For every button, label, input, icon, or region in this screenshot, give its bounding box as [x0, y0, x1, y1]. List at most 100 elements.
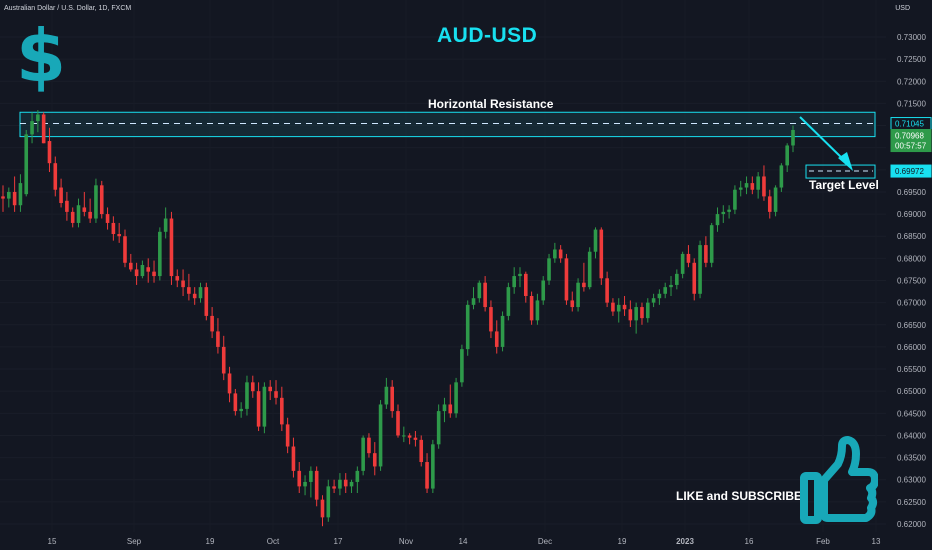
price-label: 0.69972: [895, 167, 924, 176]
candle-body: [750, 183, 755, 190]
candle-body: [494, 331, 499, 347]
candle-body: [523, 273, 528, 296]
price-axis[interactable]: 0.730000.725000.720000.715000.710000.705…: [890, 33, 932, 529]
candle-body: [634, 307, 638, 321]
candle-body: [425, 462, 429, 489]
candle-body: [76, 205, 81, 223]
candle-body: [413, 437, 418, 440]
candle-body: [117, 234, 121, 237]
candle-body: [210, 315, 214, 332]
resistance-label: Horizontal Resistance: [428, 97, 554, 111]
candle-body: [576, 282, 580, 308]
candle-body: [419, 439, 424, 463]
candle-body: [448, 404, 453, 414]
candle-body: [12, 191, 17, 206]
candle-body: [221, 346, 226, 374]
candle-body: [128, 262, 133, 270]
y-tick-label: 0.67500: [897, 277, 926, 286]
y-tick-label: 0.64500: [897, 409, 926, 418]
candle-body: [791, 129, 795, 146]
candle-body: [192, 293, 197, 299]
candle-body: [367, 437, 371, 454]
candle-body: [146, 267, 151, 272]
candle-body: [518, 273, 522, 277]
candle-body: [343, 479, 348, 487]
candle-body: [686, 253, 691, 263]
candle-body: [384, 386, 389, 405]
candle-body: [489, 307, 493, 332]
candle-body: [18, 183, 23, 206]
candle-body: [140, 265, 145, 277]
candle-body: [152, 271, 156, 277]
y-tick-label: 0.65500: [897, 365, 926, 374]
candle-body: [59, 187, 63, 204]
candle-body: [529, 295, 534, 321]
y-tick-label: 0.66500: [897, 321, 926, 330]
candle-body: [663, 287, 668, 294]
candle-body: [657, 293, 662, 299]
resistance-zone: [19, 111, 876, 138]
candle-body: [245, 382, 249, 409]
candle-body: [680, 253, 685, 274]
candle-body: [70, 211, 75, 223]
candle-body: [541, 280, 546, 301]
candle-body: [30, 121, 34, 135]
candle-body: [785, 145, 789, 166]
candle-body: [622, 304, 627, 310]
x-tick-label: Sep: [127, 537, 142, 546]
candle-body: [547, 258, 551, 281]
candle-body: [361, 437, 365, 471]
candle-body: [233, 393, 238, 412]
price-label-box: [890, 139, 932, 153]
candle-body: [460, 349, 464, 383]
candle-body: [727, 209, 731, 212]
candle-body: [47, 141, 52, 164]
dollar-sign-icon: $: [16, 14, 67, 98]
price-label-box: [890, 164, 932, 178]
candle-body: [239, 408, 243, 412]
candle-body: [268, 386, 273, 392]
candle-body: [36, 114, 40, 122]
candle-body: [320, 499, 325, 518]
candle-body: [570, 300, 575, 308]
candle-body: [65, 200, 69, 212]
candle-body: [285, 424, 290, 447]
candle-body: [297, 470, 302, 487]
candle-body: [41, 114, 46, 144]
candle-body: [582, 282, 586, 288]
x-tick-label: Nov: [399, 537, 413, 546]
candle-body: [442, 404, 447, 412]
candle-body: [123, 236, 127, 263]
candle-body: [651, 298, 656, 303]
time-axis[interactable]: 15 Sep 19 Oct 17 Nov 14 Dec 19 2023 16 Feb 13: [48, 537, 881, 546]
x-tick-label: 17: [334, 537, 343, 546]
x-tick-label: 14: [459, 537, 468, 546]
x-tick-label: 19: [618, 537, 627, 546]
target-zone: [805, 164, 876, 179]
candle-body: [645, 302, 650, 319]
candle-body: [227, 373, 232, 394]
symbol-info[interactable]: Australian Dollar / U.S. Dollar, 1D, FXC…: [4, 5, 132, 12]
candle-body: [24, 134, 29, 195]
candle-body: [733, 189, 737, 210]
candle-body: [274, 391, 278, 398]
candle-body: [535, 300, 540, 321]
candle-body: [402, 435, 406, 437]
thumbs-up-icon: [800, 436, 878, 524]
candle-body: [390, 386, 394, 412]
candle-body: [99, 185, 104, 215]
y-tick-label: 0.72500: [897, 55, 926, 64]
y-tick-label: 0.63000: [897, 476, 926, 485]
candle-body: [407, 435, 412, 438]
x-tick-label: Dec: [538, 537, 552, 546]
candle-body: [216, 331, 220, 347]
price-label: 00:57:57: [895, 142, 927, 151]
candle-body: [715, 214, 720, 226]
candle-body: [558, 249, 563, 259]
candle-body: [303, 481, 307, 487]
candle-body: [204, 287, 209, 316]
y-tick-label: 0.68500: [897, 232, 926, 241]
currency-label: USD: [895, 5, 910, 12]
